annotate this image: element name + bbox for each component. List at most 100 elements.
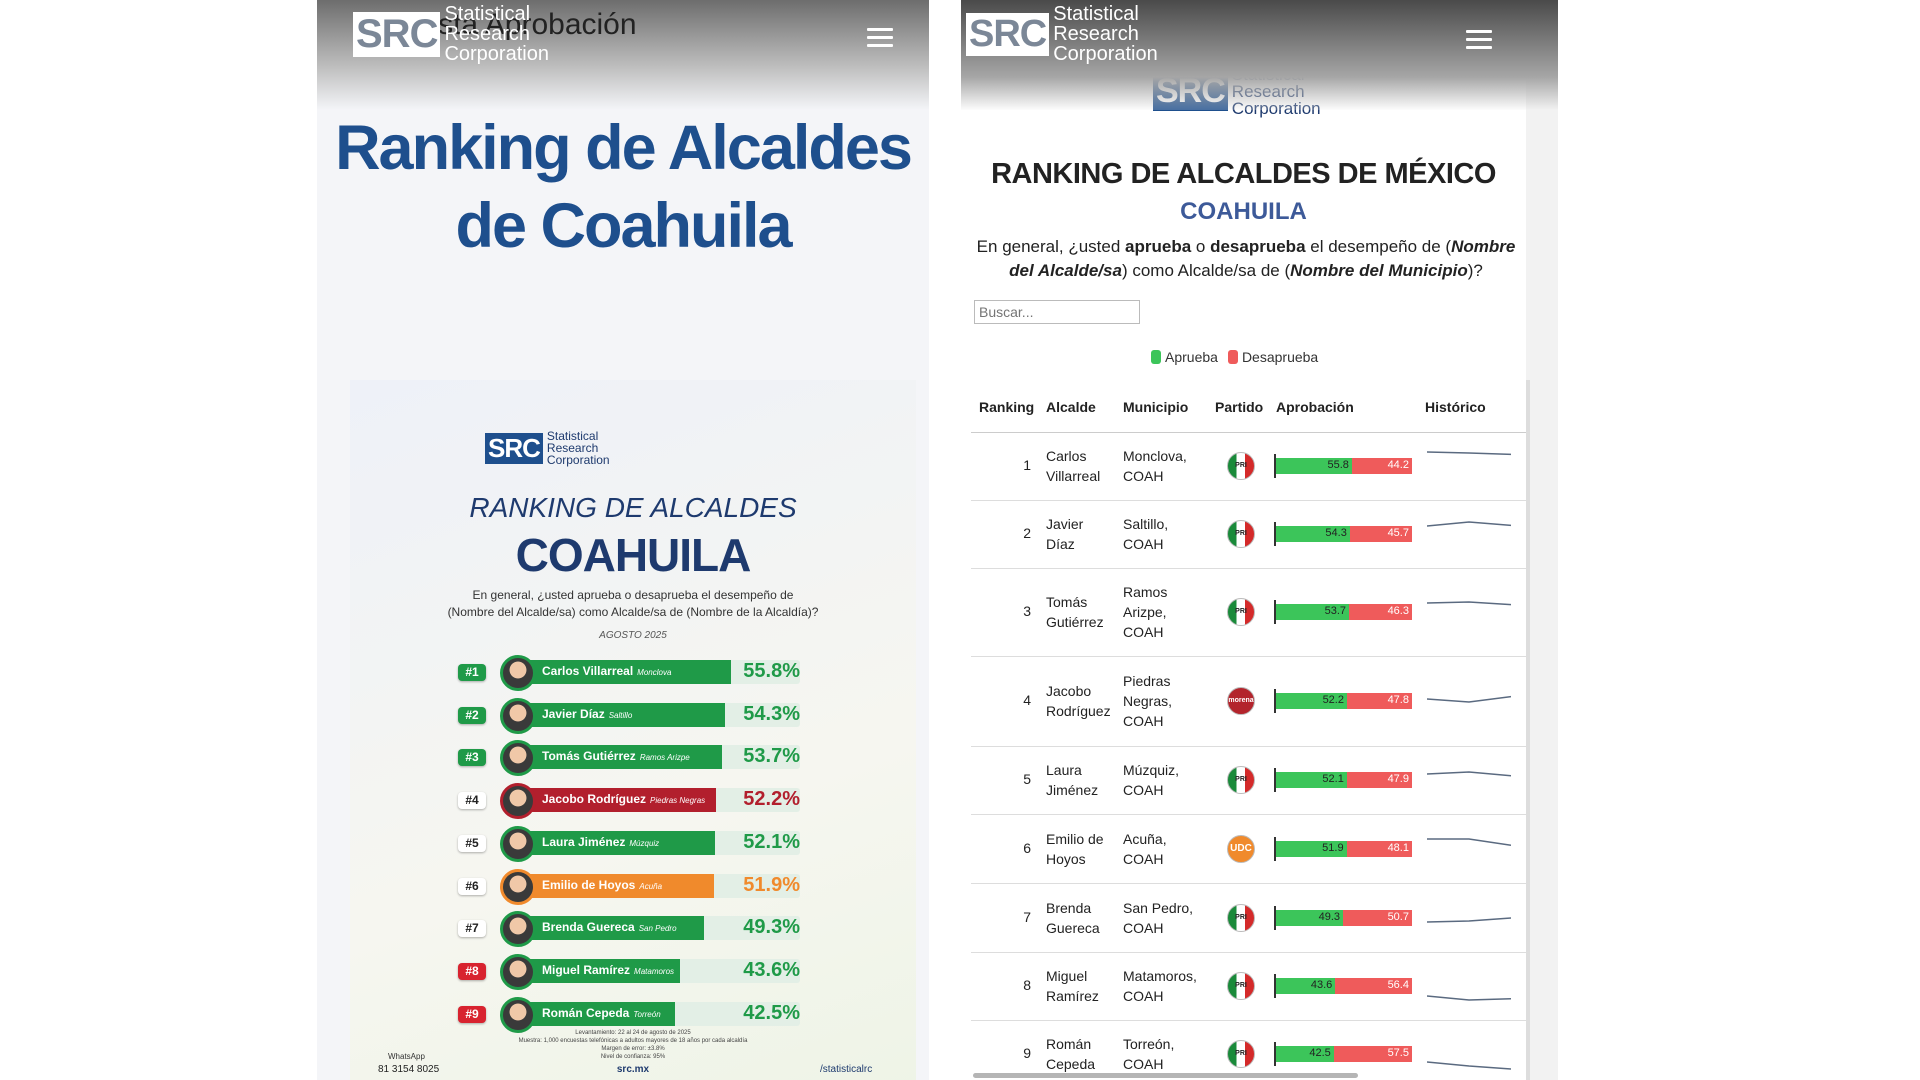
question-part: )? [1467, 261, 1483, 280]
approve-value: 42.5 [1309, 1047, 1331, 1059]
ranking: 4 [1023, 692, 1031, 708]
party-logo: PRI [1227, 1040, 1255, 1068]
rank-badge: #9 [458, 1005, 486, 1023]
percent-label: 52.1% [743, 830, 800, 853]
legend-label: Aprueba [1165, 349, 1218, 365]
disapprove-value: 44.2 [1387, 459, 1409, 471]
disapprove-value: 45.7 [1387, 527, 1409, 539]
mayor-name: Miguel Ramírez Matamoros [542, 962, 675, 977]
infographic-title: RANKING DE ALCALDES [469, 492, 797, 523]
ranking: 5 [1023, 771, 1031, 787]
mayor-name: Brenda Guereca San Pedro [542, 920, 677, 935]
website: src.mx [616, 1064, 650, 1075]
municipality: Acuña [639, 881, 663, 891]
column-header: Partido [1215, 399, 1264, 415]
approve-bar: 52.1 [1276, 772, 1347, 788]
disapprove-value: 57.5 [1387, 1047, 1409, 1059]
row-rule [971, 656, 1526, 657]
approve-value: 52.1 [1322, 773, 1344, 785]
table-subtitle: COAHUILA [1180, 198, 1307, 225]
rank-badge: #4 [458, 792, 486, 810]
question-part: Nombre del Municipio [1290, 261, 1468, 280]
infographic-subtitle: COAHUILA [515, 529, 752, 581]
municipality: Torreón, COAH [1123, 1036, 1175, 1072]
question: En general, ¿usted aprueba o desaprueba … [976, 235, 1516, 283]
disapprove-value: 50.7 [1387, 911, 1409, 923]
bar-axis [1274, 837, 1276, 861]
question-part: el desempeño de ( [1305, 237, 1452, 256]
mayor-name: Emilio de Hoyos Acuña [542, 877, 663, 892]
mayor-name: Javier Díaz Saltillo [542, 706, 633, 721]
page-heading: de Coahuila [455, 191, 792, 261]
menu-button[interactable] [867, 28, 893, 48]
sparkline [1427, 521, 1511, 527]
side-scrollbar [1526, 380, 1530, 1080]
bar-axis [1274, 768, 1276, 792]
row-rule [971, 568, 1526, 569]
methodology-note: Muestra: 1,000 encuestas telefónicas a a… [518, 1038, 748, 1044]
approve-bar: 53.7 [1276, 604, 1350, 620]
percent-label: 49.3% [743, 916, 800, 939]
question-line: En general, ¿usted aprueba o desaprueba … [472, 588, 794, 602]
party-logo: morena [1227, 687, 1255, 715]
municipality: Monclova, COAH [1123, 448, 1187, 484]
legend-swatch [1151, 350, 1161, 364]
approve-bar: 49.3 [1276, 910, 1344, 926]
history-line [1427, 995, 1511, 1001]
question-part: aprueba [1125, 237, 1192, 256]
avatar [500, 868, 536, 905]
bar-axis [1274, 906, 1276, 930]
municipality: Múzquiz [629, 838, 660, 848]
page-heading: Ranking de Alcaldes [335, 113, 913, 183]
approve-value: 55.8 [1327, 459, 1349, 471]
legend: Aprueba Desaprueba [1151, 349, 1318, 365]
disapprove-value: 48.1 [1387, 842, 1409, 854]
municipality: Saltillo [608, 710, 633, 720]
social-handle: /statisticalrc [820, 1064, 873, 1075]
percent-label: 43.6% [743, 958, 800, 981]
percent-label: 52.2% [743, 788, 800, 811]
logo-mark: SRC [966, 12, 1050, 56]
column-header: Aprobación [1276, 399, 1354, 415]
sparkline [1427, 771, 1511, 777]
disapprove-bar: 48.1 [1346, 841, 1412, 857]
disapprove-bar: 45.7 [1349, 526, 1412, 542]
menu-button[interactable] [1466, 30, 1492, 50]
party-logo: PRI [1227, 452, 1255, 480]
question-part: Nombre del Alcalde/sa [1009, 237, 1516, 280]
ranking: 2 [1023, 525, 1031, 541]
logo-line: Research [546, 441, 599, 455]
phone: 81 3154 8025 [378, 1064, 440, 1075]
approve-value: 53.7 [1324, 605, 1347, 617]
sparkline [1427, 451, 1511, 456]
row-rule [971, 952, 1526, 953]
approve-bar: 54.3 [1276, 526, 1350, 542]
party-logo: PRI [1227, 904, 1255, 932]
question-part: desaprueba [1210, 237, 1306, 256]
approval-bar [515, 788, 716, 813]
municipality: Monclova [637, 668, 672, 677]
municipality: Piedras Negras, COAH [1123, 673, 1173, 729]
approval-bar [515, 958, 680, 983]
municipality: San Pedro [638, 924, 677, 934]
mayor-name: Tomás Gutiérrez Ramos Arizpe [542, 749, 690, 764]
history-line [1427, 771, 1511, 777]
rank-badge: #7 [458, 920, 486, 938]
logo-line: Research [444, 23, 531, 45]
municipality: Matamoros [634, 966, 675, 976]
scrollbar [973, 1073, 1358, 1078]
approve-value: 52.2 [1322, 694, 1344, 706]
logo-mark: SRC [353, 11, 441, 57]
approve-bar: 51.9 [1276, 841, 1347, 857]
column-header: Histórico [1425, 399, 1486, 415]
ranking: 6 [1023, 840, 1031, 856]
mayor: Javier Díaz [1046, 516, 1084, 552]
question-part: ) como Alcalde/sa de ( [1121, 261, 1291, 280]
row-rule [971, 883, 1526, 884]
percent-label: 55.8% [743, 660, 800, 682]
search-input[interactable] [974, 300, 1140, 324]
rank-badge: #1 [458, 664, 486, 681]
